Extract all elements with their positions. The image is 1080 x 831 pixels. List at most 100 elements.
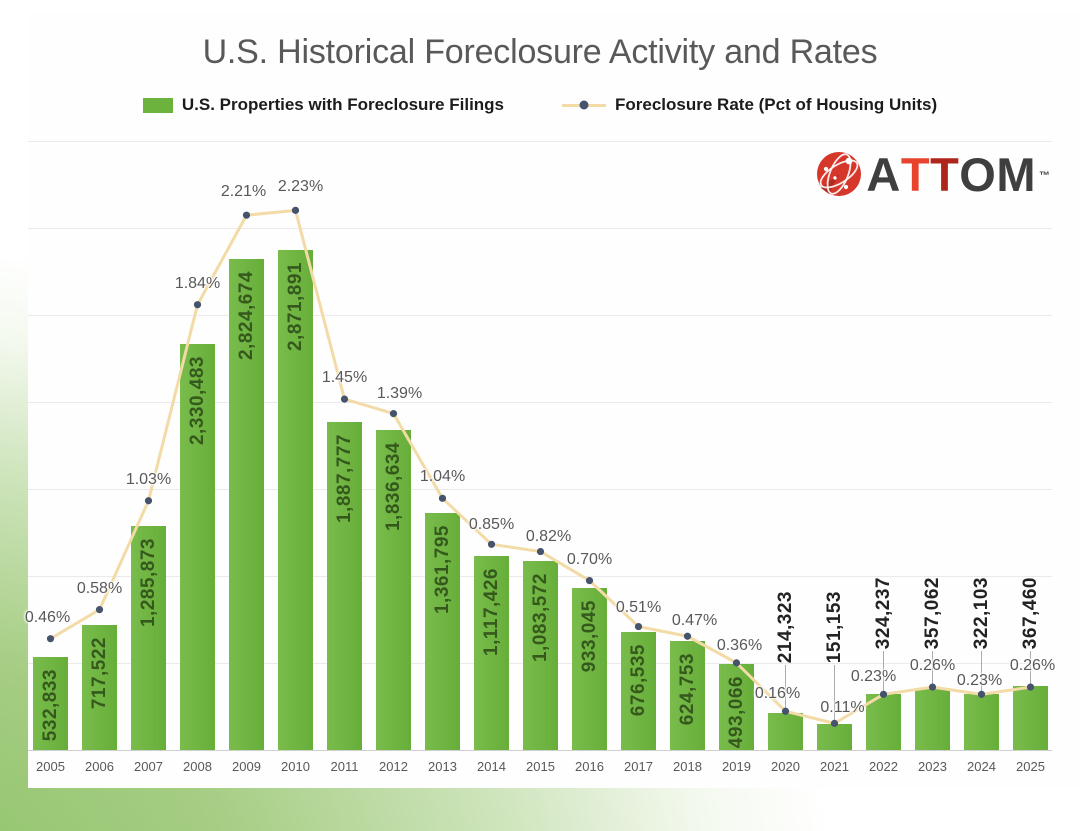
gridline	[28, 228, 1052, 229]
rate-marker-2005	[46, 635, 55, 643]
bar-value-label-2011: 1,887,777	[333, 433, 355, 523]
x-axis-label-2016: 2016	[575, 759, 604, 774]
bar-value-label-2019: 493,066	[725, 676, 747, 749]
x-axis-label-2008: 2008	[183, 759, 212, 774]
bar-value-label-2018: 624,753	[676, 653, 698, 726]
bar-value-label-2006: 717,522	[88, 637, 110, 710]
bar-value-label-2016: 933,045	[578, 599, 600, 672]
x-axis-label-2010: 2010	[281, 759, 310, 774]
rate-marker-2009	[242, 211, 251, 219]
bar-value-label-2014: 1,117,426	[480, 567, 502, 656]
x-axis-label-2022: 2022	[869, 759, 898, 774]
rate-label-2006: 0.58%	[76, 579, 123, 597]
bar-legend-swatch	[142, 97, 173, 113]
bar-value-label-2023: 357,062	[921, 576, 943, 649]
bar-value-label-2020: 214,323	[774, 590, 796, 663]
x-axis-label-2012: 2012	[379, 759, 408, 774]
rate-marker-2013	[438, 494, 447, 502]
logo-letter-o: O	[959, 147, 997, 201]
x-axis-label-2006: 2006	[85, 759, 114, 774]
rate-label-2010: 2.23%	[277, 178, 324, 196]
bar-value-label-2024: 322,103	[970, 576, 992, 649]
attom-logo: A T T O M ™	[815, 150, 1050, 198]
bar-value-label-2025: 367,460	[1019, 576, 1041, 649]
rate-marker-2014	[487, 540, 496, 548]
x-axis-label-2018: 2018	[673, 759, 702, 774]
legend-item-bars: U.S. Properties with Foreclosure Filings	[142, 95, 505, 115]
line-legend-label: Foreclosure Rate (Pct of Housing Units)	[615, 95, 938, 114]
rate-label-2021: 0.11%	[820, 699, 865, 717]
bar-value-label-2008: 2,330,483	[186, 356, 208, 446]
line-legend-marker	[562, 100, 607, 110]
rate-marker-2010	[291, 206, 300, 214]
legend-item-line: Foreclosure Rate (Pct of Housing Units)	[562, 95, 937, 115]
rate-marker-2015	[536, 547, 545, 556]
trademark-symbol: ™	[1039, 170, 1050, 182]
x-axis-label-2019: 2019	[722, 759, 751, 774]
x-axis-label-2020: 2020	[771, 759, 800, 774]
bar-value-label-2013: 1,361,795	[431, 525, 453, 615]
rate-label-2012: 1.39%	[376, 384, 423, 402]
rate-label-2023: 0.26%	[909, 657, 956, 675]
bar-2021	[817, 723, 852, 750]
rate-marker-2006	[95, 606, 104, 614]
rate-label-2008: 1.84%	[174, 274, 221, 292]
rate-marker-2016	[585, 577, 594, 585]
x-axis-label-2009: 2009	[232, 759, 261, 774]
bar-legend-label: U.S. Properties with Foreclosure Filings	[181, 95, 505, 114]
gridline	[28, 141, 1052, 142]
logo-letter-a: A	[866, 147, 901, 201]
line-legend-dot	[579, 100, 589, 110]
rate-label-2018: 0.47%	[671, 612, 718, 630]
x-axis-label-2023: 2023	[918, 759, 947, 774]
rate-label-2007: 1.03%	[125, 470, 172, 488]
rate-marker-2017	[634, 622, 643, 631]
rate-marker-2012	[389, 410, 398, 418]
x-axis-label-2011: 2011	[330, 759, 359, 774]
rate-label-2014: 0.85%	[468, 516, 515, 534]
rate-marker-2018	[683, 632, 692, 640]
x-axis-label-2015: 2015	[526, 759, 555, 774]
bar-value-label-2012: 1,836,634	[382, 442, 404, 532]
x-axis-label-2025: 2025	[1016, 759, 1045, 774]
rate-label-2025: 0.26%	[1009, 657, 1056, 675]
x-axis-label-2017: 2017	[624, 759, 653, 774]
rate-marker-2007	[144, 497, 153, 505]
rate-label-2022: 0.23%	[850, 668, 897, 686]
bar-value-label-2010: 2,871,891	[284, 262, 306, 352]
bar-value-label-2015: 1,083,572	[529, 573, 551, 663]
rate-label-2017: 0.51%	[615, 598, 662, 616]
bar-value-label-2009: 2,824,674	[235, 270, 257, 360]
bar-2020	[768, 712, 803, 750]
bar-value-label-2005: 532,833	[39, 669, 61, 742]
bar-value-label-2017: 676,535	[627, 644, 649, 717]
gridline	[28, 315, 1052, 316]
x-axis-label-2007: 2007	[134, 759, 163, 774]
bar-value-label-2021: 151,153	[823, 590, 845, 663]
rate-label-2013: 1.04%	[419, 468, 466, 486]
rate-label-2016: 0.70%	[566, 550, 613, 568]
rate-label-2011: 1.45%	[321, 369, 368, 387]
bar-2024	[964, 693, 999, 750]
bar-2025	[1013, 686, 1048, 750]
rate-marker-2008	[193, 301, 202, 309]
x-axis-label-2021: 2021	[820, 759, 849, 774]
rate-label-2024: 0.23%	[956, 672, 1003, 690]
rate-label-2020: 0.16%	[754, 685, 801, 703]
x-axis-label-2013: 2013	[428, 759, 457, 774]
logo-letter-t2: T	[930, 147, 960, 201]
bar-2023	[915, 687, 950, 750]
bar-value-label-2007: 1,285,873	[137, 538, 159, 628]
logo-letter-m: M	[996, 147, 1036, 201]
globe-network-icon	[817, 152, 862, 196]
rate-label-2005: 0.46%	[24, 608, 71, 626]
logo-letter-t1: T	[900, 147, 931, 201]
rate-label-2015: 0.82%	[525, 527, 572, 545]
rate-label-2009: 2.21%	[220, 183, 267, 201]
rate-label-2019: 0.36%	[716, 636, 763, 654]
x-axis-label-2014: 2014	[477, 759, 506, 774]
attom-logo-text: A T T O M	[866, 151, 1036, 198]
legend: U.S. Properties with Foreclosure Filings…	[0, 95, 1080, 115]
